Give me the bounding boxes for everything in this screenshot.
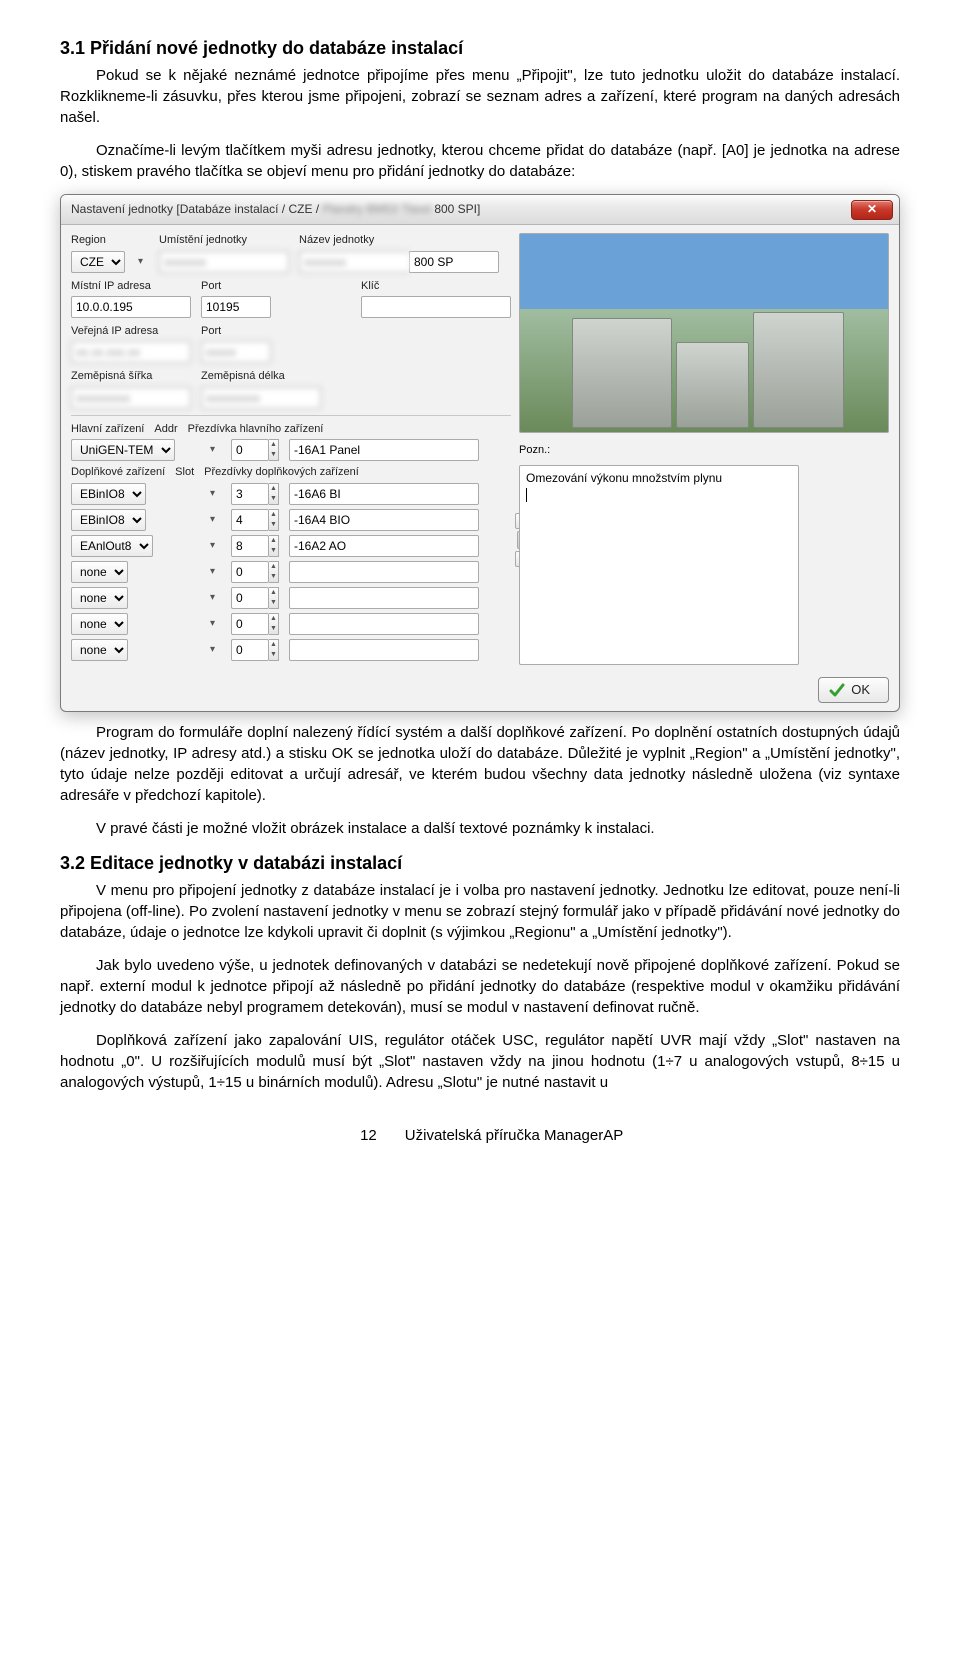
addon-slot-input[interactable]	[231, 483, 269, 505]
mistni-ip-input[interactable]	[71, 296, 191, 318]
page-number: 12	[337, 1125, 377, 1146]
addon-device-select[interactable]: EAnlOut8	[71, 535, 153, 557]
addon-device-select[interactable]: none	[71, 639, 128, 661]
verejna-ip-input[interactable]	[71, 341, 191, 363]
addon-nick-input[interactable]	[289, 535, 479, 557]
addon-device-select[interactable]: none	[71, 561, 128, 583]
dialog-title-suffix: 800 SPI]	[434, 202, 480, 216]
label-klic: Klíč	[361, 279, 511, 294]
section-3-2-title: 3.2 Editace jednotky v databázi instalac…	[60, 851, 900, 876]
para-3-2-c: Doplňková zařízení jako zapalování UIS, …	[60, 1030, 900, 1093]
addon-device-select[interactable]: EBinIO8	[71, 483, 146, 505]
addon-slot-spinner[interactable]: ▲▼	[269, 535, 279, 557]
dialog-titlebar[interactable]: Nastavení jednotky [Databáze instalací /…	[61, 195, 899, 225]
addon-slot-input[interactable]	[231, 587, 269, 609]
addon-slot-input[interactable]	[231, 509, 269, 531]
addon-nick-input[interactable]	[289, 613, 479, 635]
pozn-textarea[interactable]: Omezování výkonu množstvím plynu	[519, 465, 799, 665]
check-icon	[829, 682, 845, 698]
page-footer: 12 Uživatelská příručka ManagerAP	[60, 1125, 900, 1146]
label-umisteni: Umístění jednotky	[159, 233, 289, 248]
label-nazev: Název jednotky	[299, 233, 499, 248]
para-3-2-a: V menu pro připojení jednotky z databáze…	[60, 880, 900, 943]
label-prezdivka-hlavni: Přezdívka hlavního zařízení	[188, 422, 324, 437]
para-3-2-b: Jak bylo uvedeno výše, u jednotek defino…	[60, 955, 900, 1018]
addon-nick-input[interactable]	[289, 483, 479, 505]
label-port1: Port	[201, 279, 271, 294]
addon-nick-input[interactable]	[289, 561, 479, 583]
klic-input[interactable]	[361, 296, 511, 318]
main-device-row: UniGEN-TEM ▲▼	[71, 439, 511, 461]
main-nick-input[interactable]	[289, 439, 479, 461]
main-addr-input[interactable]	[231, 439, 269, 461]
addon-row: none ▲▼	[71, 587, 511, 609]
label-prezdivky-dopl: Přezdívky doplňkových zařízení	[204, 465, 359, 480]
main-addr-spinner[interactable]: ▲▼	[269, 439, 279, 461]
label-hlavni: Hlavní zařízení	[71, 422, 144, 437]
para-3-1-d: V pravé části je možné vložit obrázek in…	[60, 818, 900, 839]
addon-row: EAnlOut8 ▲▼	[71, 535, 511, 557]
label-doplnkove: Doplňkové zařízení	[71, 465, 165, 480]
addon-row: EBinIO8 ▲▼	[71, 509, 511, 531]
addon-device-select[interactable]: none	[71, 613, 128, 635]
main-device-select[interactable]: UniGEN-TEM	[71, 439, 175, 461]
ok-button[interactable]: OK	[818, 677, 889, 703]
close-button[interactable]: ✕	[851, 200, 893, 220]
unit-settings-dialog: Nastavení jednotky [Databáze instalací /…	[60, 194, 900, 712]
umisteni-input[interactable]	[159, 251, 289, 273]
addon-nick-input[interactable]	[289, 509, 479, 531]
addon-row: none ▲▼	[71, 639, 511, 661]
nazev-input-blur[interactable]	[299, 251, 409, 273]
addon-slot-spinner[interactable]: ▲▼	[269, 587, 279, 609]
addon-nick-input[interactable]	[289, 587, 479, 609]
addon-row: EBinIO8 ▲▼	[71, 483, 511, 505]
label-mistni-ip: Místní IP adresa	[71, 279, 191, 294]
dialog-title-blur: Plandry BM53 Tbext	[322, 202, 431, 216]
zs-input[interactable]	[71, 387, 191, 409]
ok-label: OK	[851, 681, 870, 699]
dialog-title-prefix: Nastavení jednotky [Databáze instalací /…	[71, 202, 319, 216]
addon-slot-input[interactable]	[231, 613, 269, 635]
label-zd: Zeměpisná délka	[201, 369, 321, 384]
label-slot: Slot	[175, 465, 194, 480]
label-region: Region	[71, 233, 149, 248]
addon-slot-spinner[interactable]: ▲▼	[269, 509, 279, 531]
port2-input[interactable]	[201, 341, 271, 363]
dialog-title: Nastavení jednotky [Databáze instalací /…	[71, 201, 851, 218]
addon-slot-spinner[interactable]: ▲▼	[269, 639, 279, 661]
addon-device-select[interactable]: EBinIO8	[71, 509, 146, 531]
addon-slot-spinner[interactable]: ▲▼	[269, 561, 279, 583]
addon-device-select[interactable]: none	[71, 587, 128, 609]
footer-text: Uživatelská příručka ManagerAP	[405, 1125, 623, 1146]
close-icon: ✕	[867, 201, 877, 218]
addon-slot-spinner[interactable]: ▲▼	[269, 483, 279, 505]
addon-slot-spinner[interactable]: ▲▼	[269, 613, 279, 635]
addon-row: none ▲▼	[71, 613, 511, 635]
label-zs: Zeměpisná šířka	[71, 369, 191, 384]
installation-photo[interactable]	[519, 233, 889, 433]
label-verejna-ip: Veřejná IP adresa	[71, 324, 191, 339]
addon-slot-input[interactable]	[231, 639, 269, 661]
para-3-1-b: Označíme-li levým tlačítkem myši adresu …	[60, 140, 900, 182]
para-3-1-c: Program do formuláře doplní nalezený říd…	[60, 722, 900, 806]
label-port2: Port	[201, 324, 271, 339]
addon-slot-input[interactable]	[231, 535, 269, 557]
region-select[interactable]: CZE	[71, 251, 125, 273]
label-addr: Addr	[154, 422, 177, 437]
label-pozn: Pozn.:	[519, 443, 889, 458]
pozn-text: Omezování výkonu množstvím plynu	[526, 470, 792, 487]
nazev-input-suffix[interactable]	[409, 251, 499, 273]
para-3-1-a: Pokud se k nějaké neznámé jednotce připo…	[60, 65, 900, 128]
text-caret	[526, 488, 527, 502]
addon-row: none ▲▼	[71, 561, 511, 583]
addon-nick-input[interactable]	[289, 639, 479, 661]
port1-input[interactable]	[201, 296, 271, 318]
zd-input[interactable]	[201, 387, 321, 409]
addon-slot-input[interactable]	[231, 561, 269, 583]
section-3-1-title: 3.1 Přidání nové jednotky do databáze in…	[60, 36, 900, 61]
